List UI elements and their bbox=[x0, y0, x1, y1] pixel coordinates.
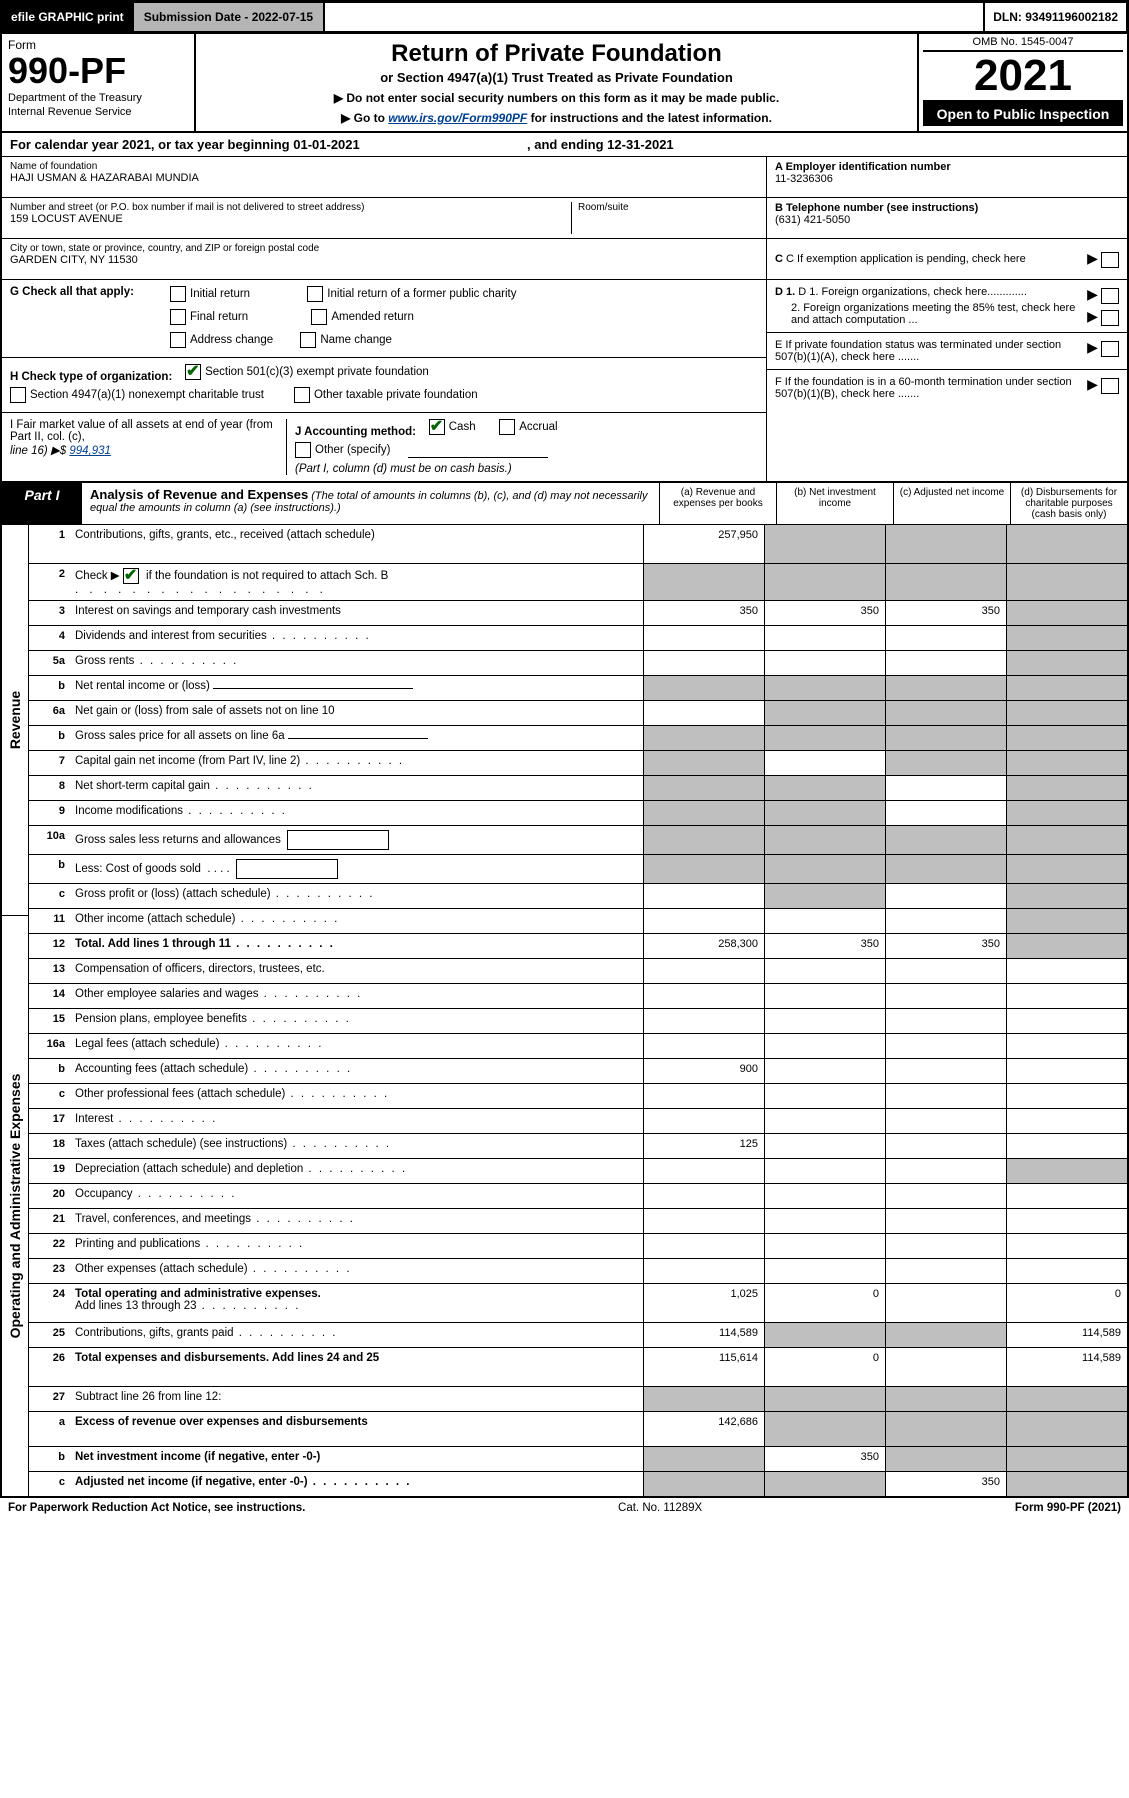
g-amended[interactable] bbox=[311, 309, 327, 325]
j-cash[interactable] bbox=[429, 419, 445, 435]
form-number: 990-PF bbox=[8, 52, 188, 90]
footer-mid: Cat. No. 11289X bbox=[618, 1502, 702, 1514]
name-value: HAJI USMAN & HAZARABAI MUNDIA bbox=[10, 172, 758, 184]
f-checkbox[interactable] bbox=[1101, 378, 1119, 394]
part1-desc: Analysis of Revenue and Expenses (The to… bbox=[82, 483, 659, 524]
e-label: E If private foundation status was termi… bbox=[775, 339, 1087, 363]
instructions-link[interactable]: www.irs.gov/Form990PF bbox=[388, 111, 527, 125]
cell-d bbox=[1006, 525, 1127, 563]
room-label: Room/suite bbox=[578, 202, 758, 213]
g-initial-former[interactable] bbox=[307, 286, 323, 302]
i-label: I Fair market value of all assets at end… bbox=[10, 419, 280, 443]
g-final-return[interactable] bbox=[170, 309, 186, 325]
col-d-header: (d) Disbursements for charitable purpose… bbox=[1010, 483, 1127, 524]
h-label: H Check type of organization: bbox=[10, 371, 172, 383]
d1-label: D 1. D 1. Foreign organizations, check h… bbox=[775, 286, 1081, 298]
efile-badge[interactable]: efile GRAPHIC print bbox=[3, 3, 132, 31]
d1-checkbox[interactable] bbox=[1101, 288, 1119, 304]
address-label: Number and street (or P.O. box number if… bbox=[10, 202, 565, 213]
city-label: City or town, state or province, country… bbox=[10, 243, 758, 254]
row-num: 2 bbox=[29, 564, 69, 600]
header-center: Return of Private Foundation or Section … bbox=[196, 34, 917, 131]
r10b-box[interactable] bbox=[236, 859, 338, 879]
r10a-box[interactable] bbox=[287, 830, 389, 850]
row-label: Contributions, gifts, grants, etc., rece… bbox=[69, 525, 643, 563]
efile-text: efile GRAPHIC print bbox=[11, 10, 124, 24]
col-c-header: (c) Adjusted net income bbox=[893, 483, 1010, 524]
col-a-header: (a) Revenue and expenses per books bbox=[659, 483, 776, 524]
row-label: Interest on savings and temporary cash i… bbox=[69, 601, 643, 625]
name-label: Name of foundation bbox=[10, 161, 758, 172]
r2-check[interactable] bbox=[123, 568, 139, 584]
topbar: efile GRAPHIC print Submission Date - 20… bbox=[0, 0, 1129, 34]
ein-label: A Employer identification number bbox=[775, 161, 1119, 173]
section-h: H Check type of organization: Section 50… bbox=[2, 358, 766, 413]
tax-year: 2021 bbox=[923, 52, 1123, 102]
col-b-header: (b) Net investment income bbox=[776, 483, 893, 524]
header-left: Form 990-PF Department of the Treasury I… bbox=[2, 34, 196, 131]
i-value-link[interactable]: 994,931 bbox=[69, 445, 111, 457]
page-footer: For Paperwork Reduction Act Notice, see … bbox=[0, 1498, 1129, 1518]
j-note: (Part I, column (d) must be on cash basi… bbox=[295, 463, 758, 475]
row-num: 3 bbox=[29, 601, 69, 625]
cell-b bbox=[764, 525, 885, 563]
row-num: 1 bbox=[29, 525, 69, 563]
identity-block: Name of foundation HAJI USMAN & HAZARABA… bbox=[0, 157, 1129, 280]
dept-irs: Internal Revenue Service bbox=[8, 106, 188, 118]
phone-value: (631) 421-5050 bbox=[775, 214, 1119, 226]
bullet-2: ▶ Go to www.irs.gov/Form990PF for instru… bbox=[206, 111, 907, 125]
h-501c3[interactable] bbox=[185, 364, 201, 380]
c-checkbox[interactable] bbox=[1101, 252, 1119, 268]
h-other-taxable[interactable] bbox=[294, 387, 310, 403]
header-right: OMB No. 1545-0047 2021 Open to Public In… bbox=[917, 34, 1127, 131]
phone-label: B Telephone number (see instructions) bbox=[775, 202, 1119, 214]
j-accrual[interactable] bbox=[499, 419, 515, 435]
part1-tab: Part I bbox=[2, 483, 82, 524]
section-g: G Check all that apply: Initial return I… bbox=[2, 280, 766, 358]
vertical-tabs: Revenue Operating and Administrative Exp… bbox=[2, 525, 29, 1496]
open-to-public: Open to Public Inspection bbox=[923, 102, 1123, 126]
form-title: Return of Private Foundation bbox=[206, 40, 907, 68]
form-subtitle: or Section 4947(a)(1) Trust Treated as P… bbox=[206, 70, 907, 85]
address-value: 159 LOCUST AVENUE bbox=[10, 213, 565, 225]
vtab-expenses: Operating and Administrative Expenses bbox=[7, 1074, 23, 1339]
city-value: GARDEN CITY, NY 11530 bbox=[10, 254, 758, 266]
h-4947[interactable] bbox=[10, 387, 26, 403]
part1-header: Part I Analysis of Revenue and Expenses … bbox=[0, 483, 1129, 525]
g-initial-return[interactable] bbox=[170, 286, 186, 302]
e-checkbox[interactable] bbox=[1101, 341, 1119, 357]
dept-treasury: Department of the Treasury bbox=[8, 92, 188, 104]
f-label: F If the foundation is in a 60-month ter… bbox=[775, 376, 1087, 400]
bullet-1: ▶ Do not enter social security numbers o… bbox=[206, 91, 907, 105]
cell-c bbox=[885, 525, 1006, 563]
g-address-change[interactable] bbox=[170, 332, 186, 348]
j-label: J Accounting method: bbox=[295, 426, 416, 438]
c-label: C C If exemption application is pending,… bbox=[775, 253, 1026, 265]
j-other[interactable] bbox=[295, 442, 311, 458]
footer-right: Form 990-PF (2021) bbox=[1015, 1502, 1121, 1514]
g-label: G Check all that apply: bbox=[10, 286, 170, 351]
row-label: Check ▶ if the foundation is not require… bbox=[69, 564, 643, 600]
form-header: Form 990-PF Department of the Treasury I… bbox=[0, 34, 1129, 133]
calendar-year-row: For calendar year 2021, or tax year begi… bbox=[0, 133, 1129, 157]
cell-a: 257,950 bbox=[643, 525, 764, 563]
section-ij: I Fair market value of all assets at end… bbox=[2, 413, 766, 481]
ein-value: 11-3236306 bbox=[775, 173, 1119, 185]
g-name-change[interactable] bbox=[300, 332, 316, 348]
dln: DLN: 93491196002182 bbox=[983, 3, 1126, 31]
page-container: efile GRAPHIC print Submission Date - 20… bbox=[0, 0, 1129, 1518]
d2-label: 2. Foreign organizations meeting the 85%… bbox=[775, 302, 1081, 326]
check-blocks: G Check all that apply: Initial return I… bbox=[0, 280, 1129, 483]
d2-checkbox[interactable] bbox=[1101, 310, 1119, 326]
main-table: Revenue Operating and Administrative Exp… bbox=[0, 525, 1129, 1498]
vtab-revenue: Revenue bbox=[7, 691, 23, 749]
footer-left: For Paperwork Reduction Act Notice, see … bbox=[8, 1502, 305, 1514]
omb-number: OMB No. 1545-0047 bbox=[923, 36, 1123, 52]
submission-date: Submission Date - 2022-07-15 bbox=[132, 3, 325, 31]
